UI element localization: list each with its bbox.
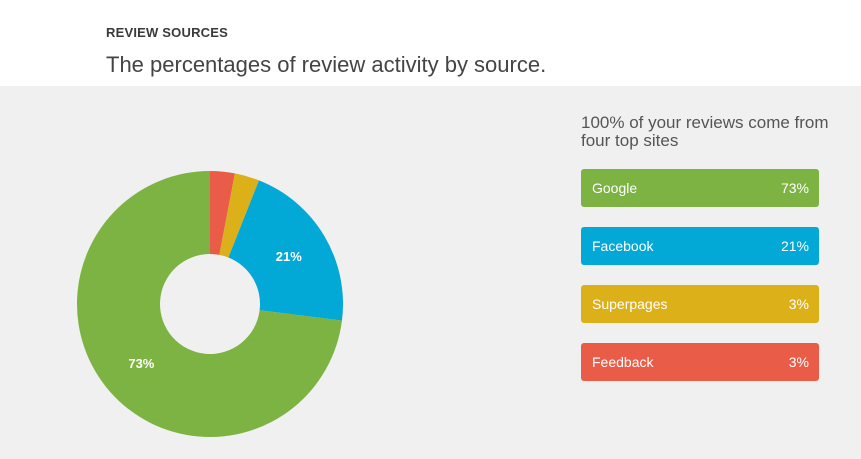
legend-item-superpages: Superpages 3% — [581, 285, 819, 323]
slice-facebook — [228, 180, 344, 321]
header: REVIEW SOURCES The percentages of review… — [0, 0, 861, 86]
legend-value: 21% — [780, 238, 809, 254]
legend-label: Google — [592, 180, 638, 196]
summary-text: 100% of your reviews come from four top … — [581, 113, 829, 150]
chart-panel: 21% 73% 100% of your reviews come from fo… — [0, 86, 861, 459]
slice-superpages — [219, 173, 259, 258]
legend-value: 3% — [788, 354, 809, 370]
legend: Google 73% Facebook 21% Superpages 3% Fe… — [581, 169, 819, 401]
slice-feedback — [210, 171, 235, 255]
data-label-facebook: 21% — [276, 249, 302, 264]
legend-label: Superpages — [592, 296, 668, 312]
legend-item-google: Google 73% — [581, 169, 819, 207]
legend-label: Facebook — [592, 238, 654, 254]
legend-label: Feedback — [592, 354, 654, 370]
legend-value: 3% — [788, 296, 809, 312]
legend-value: 73% — [780, 180, 809, 196]
legend-item-feedback: Feedback 3% — [581, 343, 819, 381]
data-label-google: 73% — [128, 356, 154, 371]
section-subtitle: The percentages of review activity by so… — [106, 52, 547, 77]
slice-google — [77, 171, 342, 438]
section-label: REVIEW SOURCES — [106, 25, 228, 40]
donut-chart: 21% 73% — [77, 171, 344, 438]
legend-item-facebook: Facebook 21% — [581, 227, 819, 265]
